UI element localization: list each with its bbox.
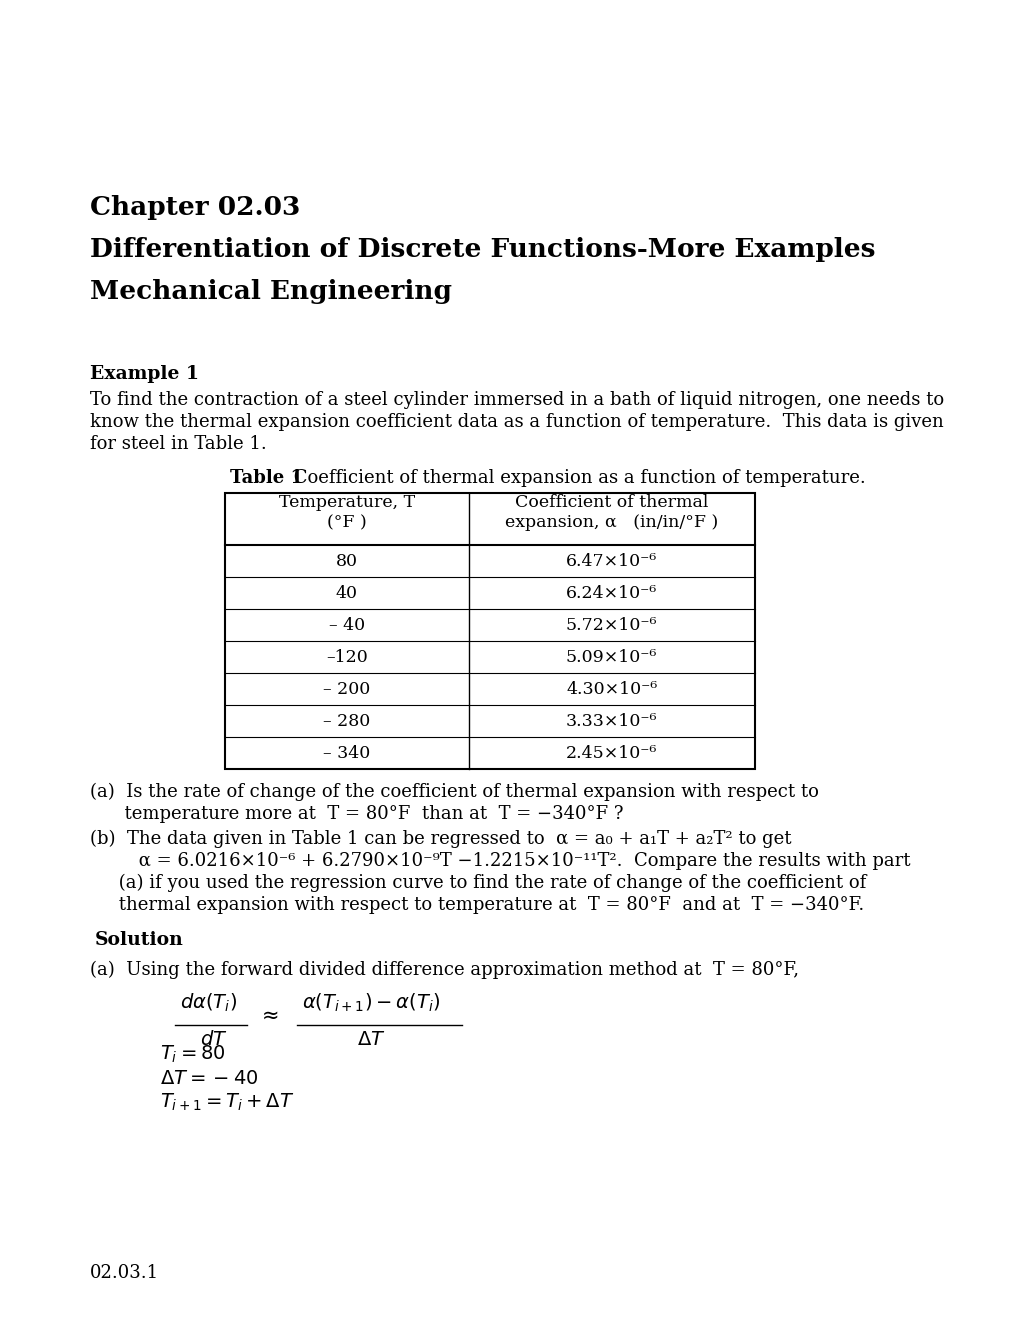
Text: $T_{i+1} = T_i + \Delta T$: $T_{i+1} = T_i + \Delta T$	[160, 1092, 293, 1113]
Text: Mechanical Engineering: Mechanical Engineering	[90, 279, 451, 304]
Text: Differentiation of Discrete Functions-More Examples: Differentiation of Discrete Functions-Mo…	[90, 238, 874, 261]
Text: 80: 80	[335, 553, 358, 570]
Text: – 40: – 40	[328, 616, 365, 634]
Text: $dT$: $dT$	[200, 1030, 227, 1049]
Text: 40: 40	[335, 585, 358, 602]
Text: for steel in Table 1.: for steel in Table 1.	[90, 436, 266, 453]
Text: – 200: – 200	[323, 681, 370, 698]
Text: Table 1: Table 1	[229, 469, 303, 487]
Text: Coefficient of thermal expansion as a function of temperature.: Coefficient of thermal expansion as a fu…	[287, 469, 865, 487]
Text: Solution: Solution	[95, 931, 183, 949]
Text: 5.09×10⁻⁶: 5.09×10⁻⁶	[566, 649, 656, 667]
Text: –120: –120	[325, 649, 367, 667]
Text: $\Delta T$: $\Delta T$	[357, 1030, 385, 1049]
Text: To find the contraction of a steel cylinder immersed in a bath of liquid nitroge: To find the contraction of a steel cylin…	[90, 391, 943, 409]
Text: expansion, α   (in/in/°F ): expansion, α (in/in/°F )	[504, 513, 717, 531]
Text: (a)  Using the forward divided difference approximation method at  T = 80°F,: (a) Using the forward divided difference…	[90, 961, 798, 979]
Text: know the thermal expansion coefficient data as a function of temperature.  This : know the thermal expansion coefficient d…	[90, 413, 943, 432]
Text: 4.30×10⁻⁶: 4.30×10⁻⁶	[566, 681, 656, 698]
Text: 2.45×10⁻⁶: 2.45×10⁻⁶	[566, 744, 656, 762]
Text: 6.24×10⁻⁶: 6.24×10⁻⁶	[566, 585, 656, 602]
Text: $\alpha(T_{i+1})-\alpha(T_i)$: $\alpha(T_{i+1})-\alpha(T_i)$	[302, 993, 440, 1014]
Text: (a) if you used the regression curve to find the rate of change of the coefficie: (a) if you used the regression curve to …	[90, 874, 865, 892]
Text: Coefficient of thermal: Coefficient of thermal	[515, 494, 707, 511]
Text: – 340: – 340	[323, 744, 370, 762]
Text: α = 6.0216×10⁻⁶ + 6.2790×10⁻⁹T −1.2215×10⁻¹¹T².  Compare the results with part: α = 6.0216×10⁻⁶ + 6.2790×10⁻⁹T −1.2215×1…	[110, 851, 909, 870]
Text: $\Delta T = -40$: $\Delta T = -40$	[160, 1069, 258, 1088]
Text: (b)  The data given in Table 1 can be regressed to  α = a₀ + a₁T + a₂T² to get: (b) The data given in Table 1 can be reg…	[90, 830, 791, 847]
Text: (a)  Is the rate of change of the coefficient of thermal expansion with respect : (a) Is the rate of change of the coeffic…	[90, 783, 818, 801]
Text: Example 1: Example 1	[90, 366, 199, 383]
Text: 5.72×10⁻⁶: 5.72×10⁻⁶	[566, 616, 657, 634]
Text: – 280: – 280	[323, 713, 370, 730]
Text: 6.47×10⁻⁶: 6.47×10⁻⁶	[566, 553, 656, 570]
Text: 02.03.1: 02.03.1	[90, 1265, 159, 1282]
Bar	[224, 492, 754, 770]
Text: $d\alpha(T_i)$: $d\alpha(T_i)$	[179, 993, 236, 1014]
Text: temperature more at  T = 80°F  than at  T = −340°F ?: temperature more at T = 80°F than at T =…	[90, 805, 623, 822]
Text: (°F ): (°F )	[326, 513, 366, 531]
Text: thermal expansion with respect to temperature at  T = 80°F  and at  T = −340°F.: thermal expansion with respect to temper…	[90, 896, 863, 913]
Text: Temperature, T: Temperature, T	[278, 494, 415, 511]
Text: $\approx$: $\approx$	[257, 1005, 278, 1026]
Text: $T_i = 80$: $T_i = 80$	[160, 1044, 225, 1065]
Text: 3.33×10⁻⁶: 3.33×10⁻⁶	[566, 713, 657, 730]
Text: Chapter 02.03: Chapter 02.03	[90, 195, 300, 220]
